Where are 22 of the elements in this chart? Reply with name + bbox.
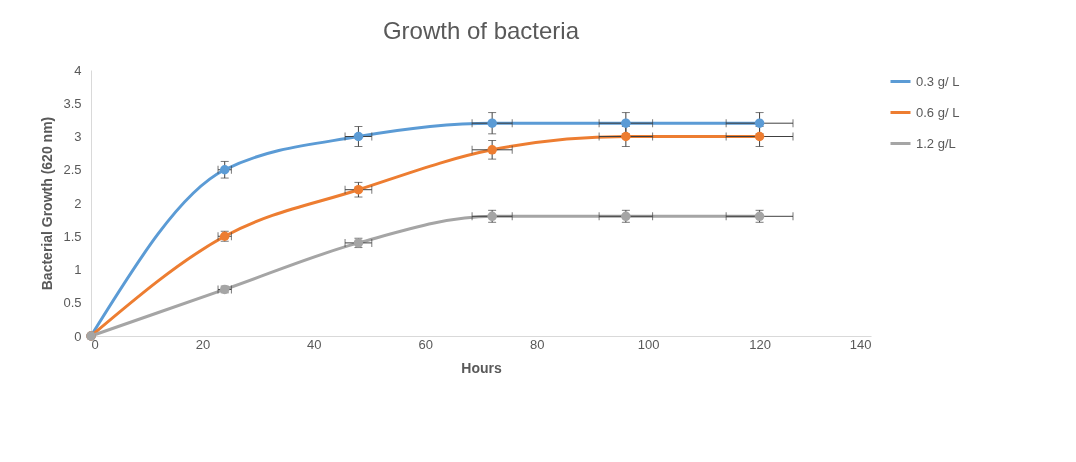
x-tick-label: 100	[637, 336, 660, 352]
x-tick-label: 20	[195, 336, 211, 352]
legend-label: 0.6 g/ L	[916, 104, 960, 120]
y-tick-label: 1	[74, 262, 82, 277]
y-tick-label: 3	[74, 129, 82, 144]
x-axis-title: Hours	[461, 359, 502, 376]
legend-label: 0.3 g/ L	[916, 73, 960, 89]
y-tick-label: 3.5	[63, 95, 82, 111]
x-tick-label: 0	[91, 336, 99, 352]
y-axis-title: Bacterial Growth (620 nm)	[39, 116, 56, 291]
y-tick-label: 4	[74, 62, 82, 78]
y-tick-label: 0.5	[63, 295, 82, 311]
chart-title: Growth of bacteria	[382, 17, 580, 44]
x-tick-label: 60	[418, 336, 434, 352]
x-tick-label: 40	[307, 336, 322, 352]
legend-label: 1.2 g/L	[916, 135, 956, 151]
y-tick-label: 2	[74, 195, 82, 211]
x-tick-label: 120	[749, 336, 771, 352]
y-tick-label: 2.5	[63, 162, 82, 178]
x-tick-label: 140	[849, 336, 872, 352]
y-tick-label: 1.5	[63, 228, 82, 244]
x-tick-label: 80	[529, 336, 545, 352]
